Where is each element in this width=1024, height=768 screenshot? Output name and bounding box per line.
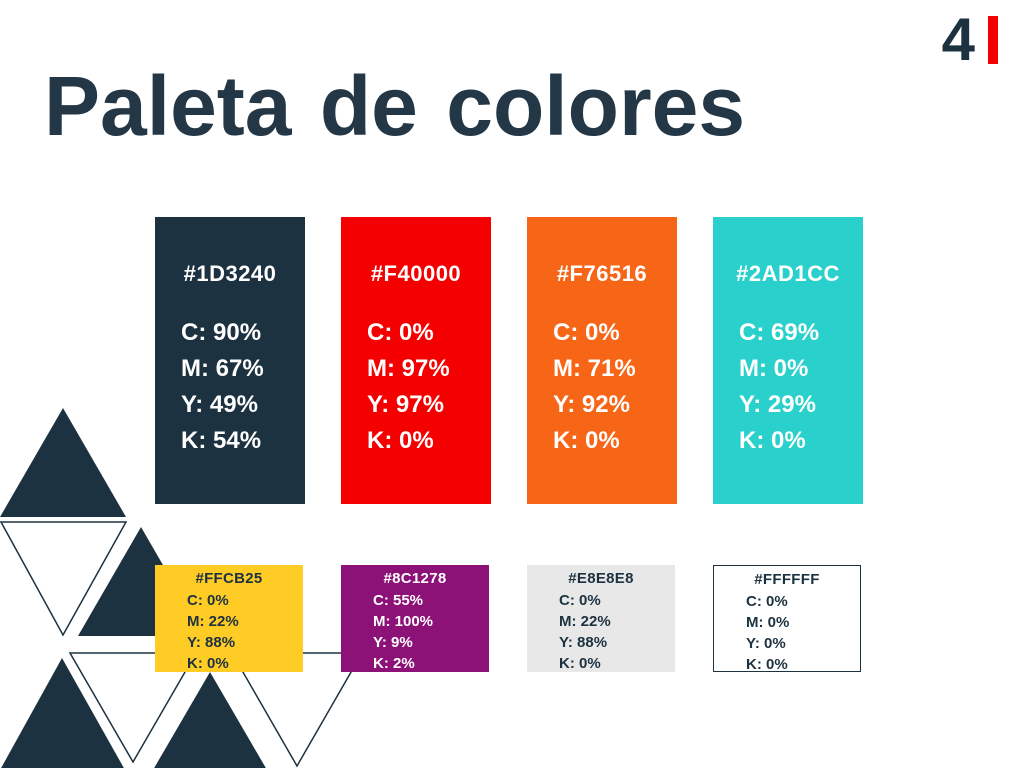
cmyk-c-line: C: 0%	[559, 592, 601, 609]
page-title: Paleta de colores	[44, 59, 746, 153]
color-hex-label: #F76516	[556, 261, 648, 286]
cmyk-k-line: K: 0%	[559, 655, 601, 672]
cmyk-k-line: K: 0%	[553, 427, 620, 454]
cmyk-y-line: Y: 9%	[373, 634, 413, 651]
cmyk-m-line: M: 100%	[373, 613, 434, 630]
color-card-ffcb25: #FFCB25 C: 0% M: 22% Y: 88% K: 0%	[155, 565, 303, 672]
cmyk-k-line: K: 0%	[739, 427, 806, 454]
color-hex-label: #1D3240	[183, 261, 277, 286]
color-card-f76516: #F76516 C: 0% M: 71% Y: 92% K: 0%	[527, 217, 677, 504]
color-card-2ad1cc: #2AD1CC C: 69% M: 0% Y: 29% K: 0%	[713, 217, 863, 504]
cmyk-k-line: K: 0%	[746, 656, 788, 673]
cmyk-c-line: C: 69%	[739, 319, 820, 346]
cmyk-m-line: M: 67%	[181, 355, 264, 382]
cmyk-k-line: K: 2%	[373, 655, 415, 672]
cmyk-values: C: 90% M: 67% Y: 49% K: 54%	[155, 315, 305, 459]
cmyk-k-line: K: 54%	[181, 427, 262, 454]
cmyk-m-line: M: 0%	[739, 355, 809, 382]
triangle-pattern-decoration	[0, 408, 364, 768]
cmyk-m-line: M: 22%	[187, 613, 239, 630]
cmyk-m-line: M: 22%	[559, 613, 611, 630]
cmyk-values: C: 55% M: 100% Y: 9% K: 2%	[341, 590, 489, 674]
filled-triangle	[1, 658, 124, 768]
color-card-8c1278: #8C1278 C: 55% M: 100% Y: 9% K: 2%	[341, 565, 489, 672]
cmyk-y-line: Y: 92%	[553, 391, 630, 418]
color-hex-label: #8C1278	[383, 570, 447, 587]
cmyk-k-line: K: 0%	[187, 655, 229, 672]
cmyk-values: C: 0% M: 71% Y: 92% K: 0%	[527, 315, 677, 459]
color-hex-label: #F40000	[370, 261, 462, 286]
cmyk-c-line: C: 0%	[553, 319, 620, 346]
cmyk-y-line: Y: 88%	[559, 634, 608, 651]
cmyk-c-line: C: 0%	[367, 319, 434, 346]
cmyk-values: C: 0% M: 0% Y: 0% K: 0%	[714, 591, 860, 675]
cmyk-y-line: Y: 49%	[181, 391, 258, 418]
cmyk-values: C: 0% M: 22% Y: 88% K: 0%	[155, 590, 303, 674]
cmyk-y-line: Y: 0%	[746, 635, 786, 652]
color-card-1d3240: #1D3240 C: 90% M: 67% Y: 49% K: 54%	[155, 217, 305, 504]
page-number: 4	[941, 6, 975, 73]
cmyk-m-line: M: 97%	[367, 355, 450, 382]
accent-bar	[988, 16, 998, 64]
color-card-e8e8e8: #E8E8E8 C: 0% M: 22% Y: 88% K: 0%	[527, 565, 675, 672]
cmyk-c-line: C: 0%	[187, 592, 229, 609]
cmyk-m-line: M: 0%	[746, 614, 790, 631]
color-hex-label: #2AD1CC	[736, 261, 840, 286]
color-hex-label: #FFCB25	[195, 570, 263, 587]
cmyk-values: C: 0% M: 22% Y: 88% K: 0%	[527, 590, 675, 674]
cmyk-values: C: 69% M: 0% Y: 29% K: 0%	[713, 315, 863, 459]
cmyk-c-line: C: 90%	[181, 319, 262, 346]
cmyk-values: C: 0% M: 97% Y: 97% K: 0%	[341, 315, 491, 459]
cmyk-k-line: K: 0%	[367, 427, 434, 454]
cmyk-c-line: C: 0%	[746, 593, 788, 610]
color-card-ffffff: #FFFFFF C: 0% M: 0% Y: 0% K: 0%	[713, 565, 861, 675]
cmyk-y-line: Y: 97%	[367, 391, 444, 418]
filled-triangle	[0, 408, 126, 517]
cmyk-y-line: Y: 88%	[187, 634, 236, 651]
color-hex-label: #FFFFFF	[754, 571, 820, 588]
cmyk-c-line: C: 55%	[373, 592, 424, 609]
color-hex-label: #E8E8E8	[568, 570, 634, 587]
cmyk-y-line: Y: 29%	[739, 391, 816, 418]
cmyk-m-line: M: 71%	[553, 355, 636, 382]
outlined-triangle	[68, 652, 198, 764]
filled-triangle	[154, 672, 266, 768]
color-card-f40000: #F40000 C: 0% M: 97% Y: 97% K: 0%	[341, 217, 491, 504]
page-number-block: 4	[941, 6, 998, 73]
outlined-triangle	[0, 521, 128, 637]
